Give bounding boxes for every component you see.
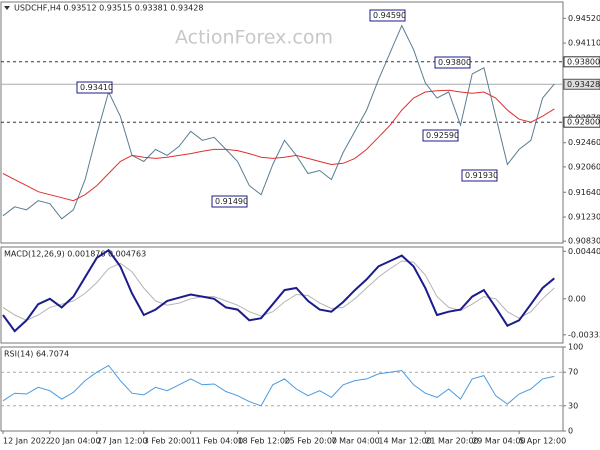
annotation: 0.93410 bbox=[80, 83, 113, 92]
y-tick-label: 0.91230 bbox=[568, 213, 600, 222]
annotation: 0.93800 bbox=[438, 58, 471, 67]
chart-title: USDCHF,H4 0.93512 0.93515 0.93381 0.9342… bbox=[14, 4, 203, 13]
x-tick-label: 27 Jan 12:00 bbox=[97, 437, 148, 446]
annotation-box bbox=[434, 56, 471, 69]
panel-frame bbox=[0, 346, 564, 432]
y-tick-label: 0.94110 bbox=[568, 39, 600, 48]
x-tick-label: 5 Apr 12:00 bbox=[519, 437, 566, 446]
series-line bbox=[2, 24, 555, 220]
y-tick-label: 0.91640 bbox=[568, 188, 600, 197]
annotation-box bbox=[369, 9, 406, 22]
level-box bbox=[563, 56, 600, 68]
x-tick-label: 12 Jan 2022 bbox=[3, 437, 51, 446]
y-tick-label: 0.92460 bbox=[568, 138, 600, 147]
x-tick-label: 25 Feb 20:00 bbox=[285, 437, 337, 446]
title-icon bbox=[4, 6, 10, 10]
annotation: 0.91490 bbox=[215, 197, 248, 206]
annotation: 0.91930 bbox=[465, 171, 498, 180]
y-tick-label: 0.90830 bbox=[568, 237, 600, 246]
y-tick-label: 0 bbox=[568, 427, 573, 436]
series-line bbox=[2, 89, 555, 202]
panel-title: MACD(12,26,9) 0.001876 0.004763 bbox=[4, 250, 146, 259]
y-tick-label: 100 bbox=[568, 343, 583, 352]
annotation-box bbox=[422, 129, 459, 142]
x-tick-label: 11 Feb 04:00 bbox=[191, 437, 243, 446]
y-tick-label: 0.004403 bbox=[568, 247, 600, 256]
level-label: 0.92800 bbox=[567, 118, 600, 127]
y-tick-label: 0.94520 bbox=[568, 14, 600, 23]
x-tick-label: 3 Feb 20:00 bbox=[144, 437, 191, 446]
y-tick-label: 0.92060 bbox=[568, 162, 600, 171]
y-tick-label: 0.00 bbox=[568, 294, 586, 303]
level-box bbox=[563, 116, 600, 128]
x-tick-label: 14 Mar 12:00 bbox=[378, 437, 431, 446]
last-price-label: 0.93428 bbox=[567, 80, 600, 89]
annotation: 0.92590 bbox=[426, 131, 459, 140]
y-tick-label: 30 bbox=[568, 401, 578, 410]
series-line bbox=[2, 364, 555, 407]
series-line bbox=[2, 248, 555, 333]
y-tick-label: 70 bbox=[568, 368, 578, 377]
last-price-box bbox=[563, 78, 600, 90]
annotation-box bbox=[461, 169, 498, 182]
annotation: 0.94590 bbox=[373, 11, 406, 20]
y-tick-label: -0.003338 bbox=[568, 330, 600, 339]
watermark: ActionForex.com bbox=[175, 27, 333, 49]
x-tick-label: 29 Mar 04:00 bbox=[472, 437, 525, 446]
x-tick-label: 7 Mar 04:00 bbox=[331, 437, 379, 446]
annotation-box bbox=[76, 81, 113, 94]
series-line bbox=[2, 260, 555, 321]
panel-frame bbox=[0, 246, 564, 344]
panel-title: RSI(14) 64.7074 bbox=[4, 350, 69, 359]
level-label: 0.93800 bbox=[567, 57, 600, 66]
x-tick-label: 18 Feb 12:00 bbox=[238, 437, 290, 446]
x-tick-label: 21 Mar 20:00 bbox=[425, 437, 478, 446]
annotation-box bbox=[211, 195, 248, 208]
x-tick-label: 20 Jan 04:00 bbox=[50, 437, 101, 446]
